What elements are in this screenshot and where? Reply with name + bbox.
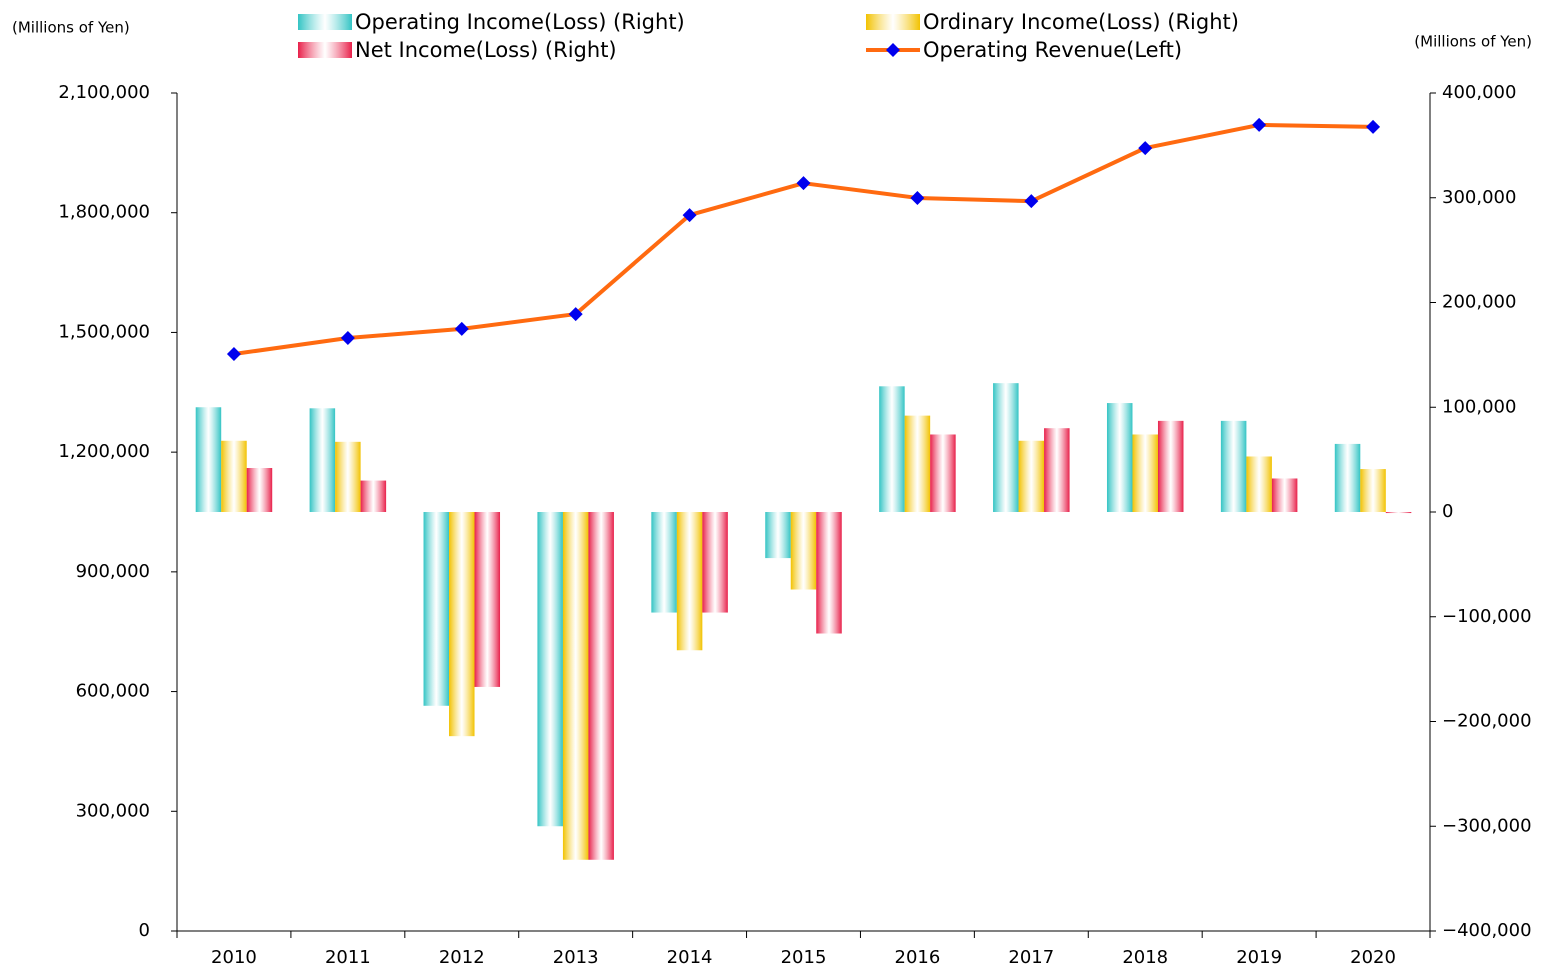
y-tick-label: 1,200,000 — [58, 441, 150, 462]
legend-label: Operating Revenue(Left) — [923, 38, 1182, 62]
marker — [1366, 119, 1381, 134]
bar — [537, 512, 563, 827]
bar — [816, 512, 842, 634]
bar — [474, 512, 501, 687]
y-tick-label: 2,100,000 — [58, 82, 150, 103]
legend-marker — [886, 43, 900, 57]
y2-tick-label: 400,000 — [1442, 82, 1516, 103]
marker — [1024, 194, 1039, 209]
x-tick-label: 2011 — [325, 947, 371, 968]
x-tick-label: 2020 — [1350, 947, 1396, 968]
bar — [309, 408, 336, 512]
bar — [1132, 434, 1158, 512]
legend-swatch — [298, 42, 352, 58]
bar — [993, 383, 1019, 512]
y-tick-label: 900,000 — [76, 561, 150, 582]
marker — [682, 208, 697, 223]
y2-tick-label: −300,000 — [1442, 815, 1532, 836]
bar — [1360, 469, 1386, 512]
legend-label: Net Income(Loss) (Right) — [355, 38, 617, 62]
marker — [796, 176, 811, 191]
bar — [1157, 420, 1184, 512]
bar — [588, 512, 614, 860]
y-tick-label: 1,800,000 — [58, 202, 150, 223]
bar — [1018, 440, 1045, 512]
x-tick-label: 2014 — [667, 947, 713, 968]
bar — [879, 386, 905, 512]
bar — [765, 512, 791, 559]
bar — [221, 440, 247, 512]
y-unit-label: (Millions of Yen) — [12, 19, 130, 37]
x-tick-label: 2019 — [1236, 947, 1282, 968]
marker — [1252, 117, 1267, 132]
bar — [1271, 478, 1298, 512]
bar — [1220, 420, 1247, 512]
marker — [226, 346, 241, 361]
y2-tick-label: 300,000 — [1442, 187, 1516, 208]
y-tick-label: 600,000 — [76, 681, 150, 702]
bar — [904, 415, 931, 512]
x-tick-label: 2018 — [1122, 947, 1168, 968]
y-tick-label: 0 — [139, 920, 150, 941]
marker — [454, 321, 469, 336]
bar — [246, 468, 273, 512]
x-tick-label: 2010 — [211, 947, 257, 968]
bar — [562, 512, 589, 860]
x-tick-label: 2013 — [553, 947, 599, 968]
bar — [423, 512, 450, 706]
x-tick-label: 2015 — [781, 947, 827, 968]
bar — [195, 407, 222, 512]
y2-tick-label: 200,000 — [1442, 292, 1516, 313]
marker — [568, 307, 583, 322]
line — [233, 122, 1374, 356]
bar — [651, 512, 677, 613]
marker — [1138, 141, 1153, 156]
bar — [930, 434, 956, 512]
y-tick-label: 1,500,000 — [58, 321, 150, 342]
bar — [676, 512, 703, 651]
bar — [335, 441, 361, 512]
bar — [449, 512, 475, 737]
x-tick-label: 2016 — [895, 947, 941, 968]
legend-swatch — [866, 14, 920, 30]
legend-swatch — [298, 14, 352, 30]
y2-tick-label: 100,000 — [1442, 396, 1516, 417]
bar — [1106, 403, 1133, 512]
y-tick-label: 300,000 — [76, 800, 150, 821]
y2-unit-label: (Millions of Yen) — [1414, 33, 1532, 51]
bar — [702, 512, 728, 613]
bar — [1044, 428, 1070, 512]
bar — [1334, 443, 1361, 512]
marker — [910, 190, 925, 205]
y2-tick-label: −400,000 — [1442, 920, 1532, 941]
bar — [1246, 456, 1272, 512]
x-tick-label: 2012 — [439, 947, 485, 968]
legend-label: Operating Income(Loss) (Right) — [355, 10, 685, 34]
legend-label: Ordinary Income(Loss) (Right) — [923, 10, 1239, 34]
y2-tick-label: 0 — [1442, 501, 1453, 522]
bar — [1385, 512, 1412, 514]
marker — [340, 331, 355, 346]
bar — [790, 512, 817, 590]
x-tick-label: 2017 — [1008, 947, 1054, 968]
y2-tick-label: −100,000 — [1442, 606, 1532, 627]
bar — [360, 480, 387, 512]
y2-tick-label: −200,000 — [1442, 711, 1532, 732]
